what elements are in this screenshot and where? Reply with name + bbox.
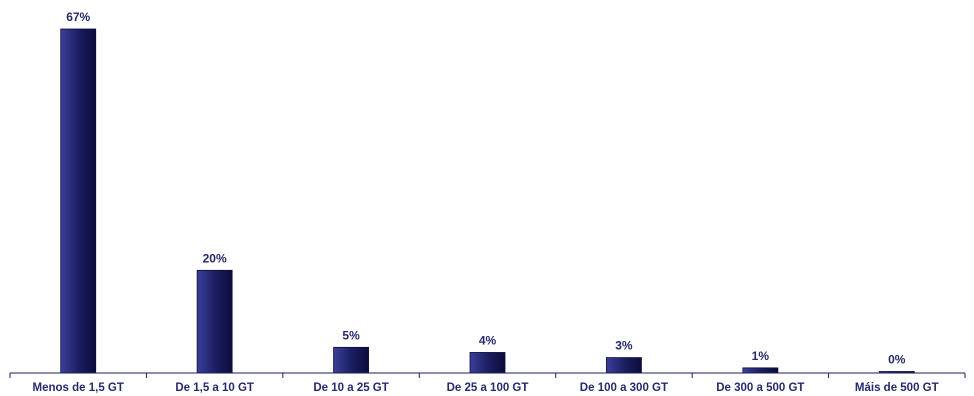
category-label: De 100 a 300 GT xyxy=(580,382,668,394)
category-label: De 25 a 100 GT xyxy=(447,382,529,394)
bar xyxy=(742,367,779,374)
bar-value-label: 5% xyxy=(342,328,360,342)
category-label: Máis de 500 GT xyxy=(855,382,939,394)
bars-group xyxy=(60,28,915,374)
value-labels-group: 67% 20% 5% 4% 3% 1% 0% xyxy=(66,10,906,367)
bar xyxy=(60,28,97,374)
category-label: De 10 a 25 GT xyxy=(313,382,388,394)
category-label: De 300 a 500 GT xyxy=(716,382,804,394)
bar-value-label: 4% xyxy=(479,333,497,347)
bar-value-label: 3% xyxy=(615,339,633,353)
category-label: Menos de 1,5 GT xyxy=(33,382,124,394)
bar xyxy=(469,352,506,374)
bar xyxy=(196,269,233,374)
bar xyxy=(333,346,369,374)
category-label: De 1,5 a 10 GT xyxy=(175,382,254,394)
bar xyxy=(606,357,642,374)
bar-value-label: 0% xyxy=(888,353,906,367)
bar-value-label: 20% xyxy=(203,251,227,265)
category-labels-group: Menos de 1,5 GT De 1,5 a 10 GT De 10 a 25 … xyxy=(33,382,939,394)
bar-value-label: 67% xyxy=(66,10,90,24)
bar-value-label: 1% xyxy=(752,349,770,363)
x-axis-ticks-group xyxy=(9,373,966,378)
